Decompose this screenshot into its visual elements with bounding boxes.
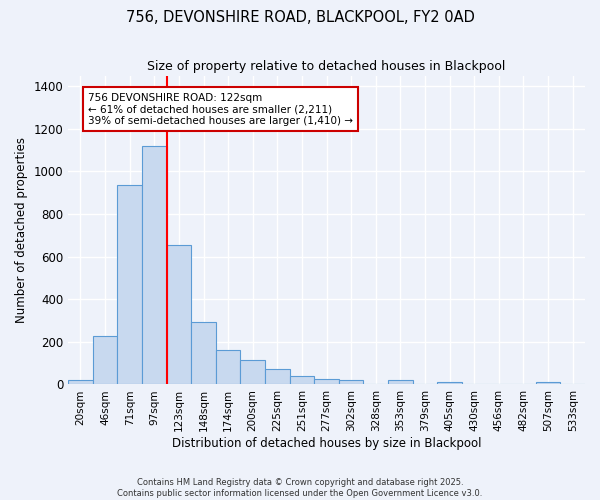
Text: Contains HM Land Registry data © Crown copyright and database right 2025.
Contai: Contains HM Land Registry data © Crown c… [118, 478, 482, 498]
Bar [93, 336, 118, 384]
X-axis label: Distribution of detached houses by size in Blackpool: Distribution of detached houses by size … [172, 437, 481, 450]
Bar [68, 380, 93, 384]
Bar [191, 322, 216, 384]
Bar [216, 350, 241, 384]
Bar [241, 360, 265, 384]
Text: 756, DEVONSHIRE ROAD, BLACKPOOL, FY2 0AD: 756, DEVONSHIRE ROAD, BLACKPOOL, FY2 0AD [125, 10, 475, 25]
Bar [536, 382, 560, 384]
Bar [167, 245, 191, 384]
Text: 756 DEVONSHIRE ROAD: 122sqm
← 61% of detached houses are smaller (2,211)
39% of : 756 DEVONSHIRE ROAD: 122sqm ← 61% of det… [88, 92, 353, 126]
Y-axis label: Number of detached properties: Number of detached properties [15, 137, 28, 323]
Bar [437, 382, 462, 384]
Bar [118, 186, 142, 384]
Bar [290, 376, 314, 384]
Bar [339, 380, 364, 384]
Bar [265, 369, 290, 384]
Bar [388, 380, 413, 384]
Bar [314, 379, 339, 384]
Title: Size of property relative to detached houses in Blackpool: Size of property relative to detached ho… [148, 60, 506, 73]
Bar [142, 146, 167, 384]
